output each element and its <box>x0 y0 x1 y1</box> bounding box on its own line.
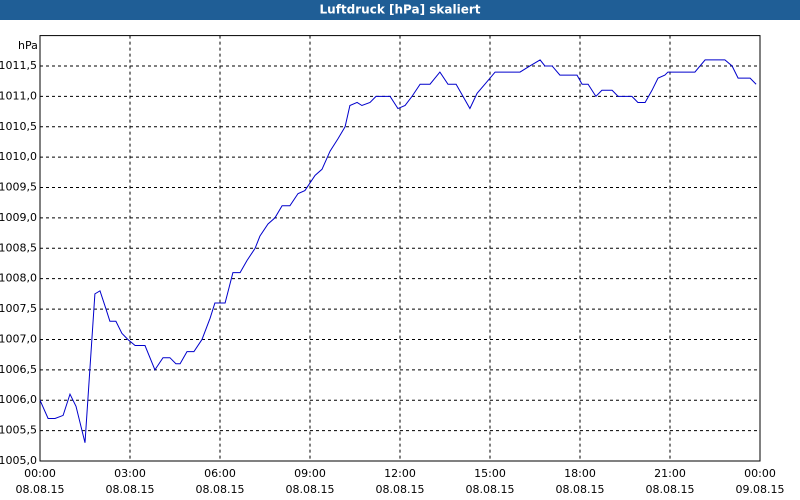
chart-title: Luftdruck [hPa] skaliert <box>320 3 481 17</box>
y-tick-label: 1007,0 <box>0 332 37 345</box>
x-tick-label: 00:00 08.08.15 <box>16 467 65 496</box>
x-tick-label: 09:00 08.08.15 <box>286 467 335 496</box>
x-tick-label: 12:00 08.08.15 <box>376 467 425 496</box>
y-tick-label: 1005,5 <box>0 424 37 437</box>
y-tick-label: 1006,0 <box>0 393 37 406</box>
y-tick-label: 1007,5 <box>0 302 37 315</box>
y-tick-label: 1011,5 <box>0 59 37 72</box>
y-tick-label: 1005,0 <box>0 454 37 467</box>
y-unit: hPa <box>18 39 38 52</box>
x-tick-label: 03:00 08.08.15 <box>106 467 155 496</box>
y-tick-label: 1010,5 <box>0 120 37 133</box>
x-tick-label: 06:00 08.08.15 <box>196 467 245 496</box>
line <box>39 59 757 443</box>
y-tick-label: 1006,5 <box>0 363 37 376</box>
x-tick-label: 18:00 08.08.15 <box>556 467 605 496</box>
y-tick-label: 1008,5 <box>0 241 37 254</box>
y-tick-label: 1009,0 <box>0 211 37 224</box>
y-tick-label: 1008,0 <box>0 272 37 285</box>
y-tick-label: 1010,0 <box>0 150 37 163</box>
x-tick-label: 21:00 08.08.15 <box>646 467 695 496</box>
x-tick-label: 15:00 08.08.15 <box>466 467 515 496</box>
y-tick-label: 1009,5 <box>0 181 37 194</box>
x-tick-label: 00:00 09.08.15 <box>736 467 785 496</box>
title-bar <box>0 0 800 20</box>
y-tick-label: 1011,0 <box>0 89 37 102</box>
